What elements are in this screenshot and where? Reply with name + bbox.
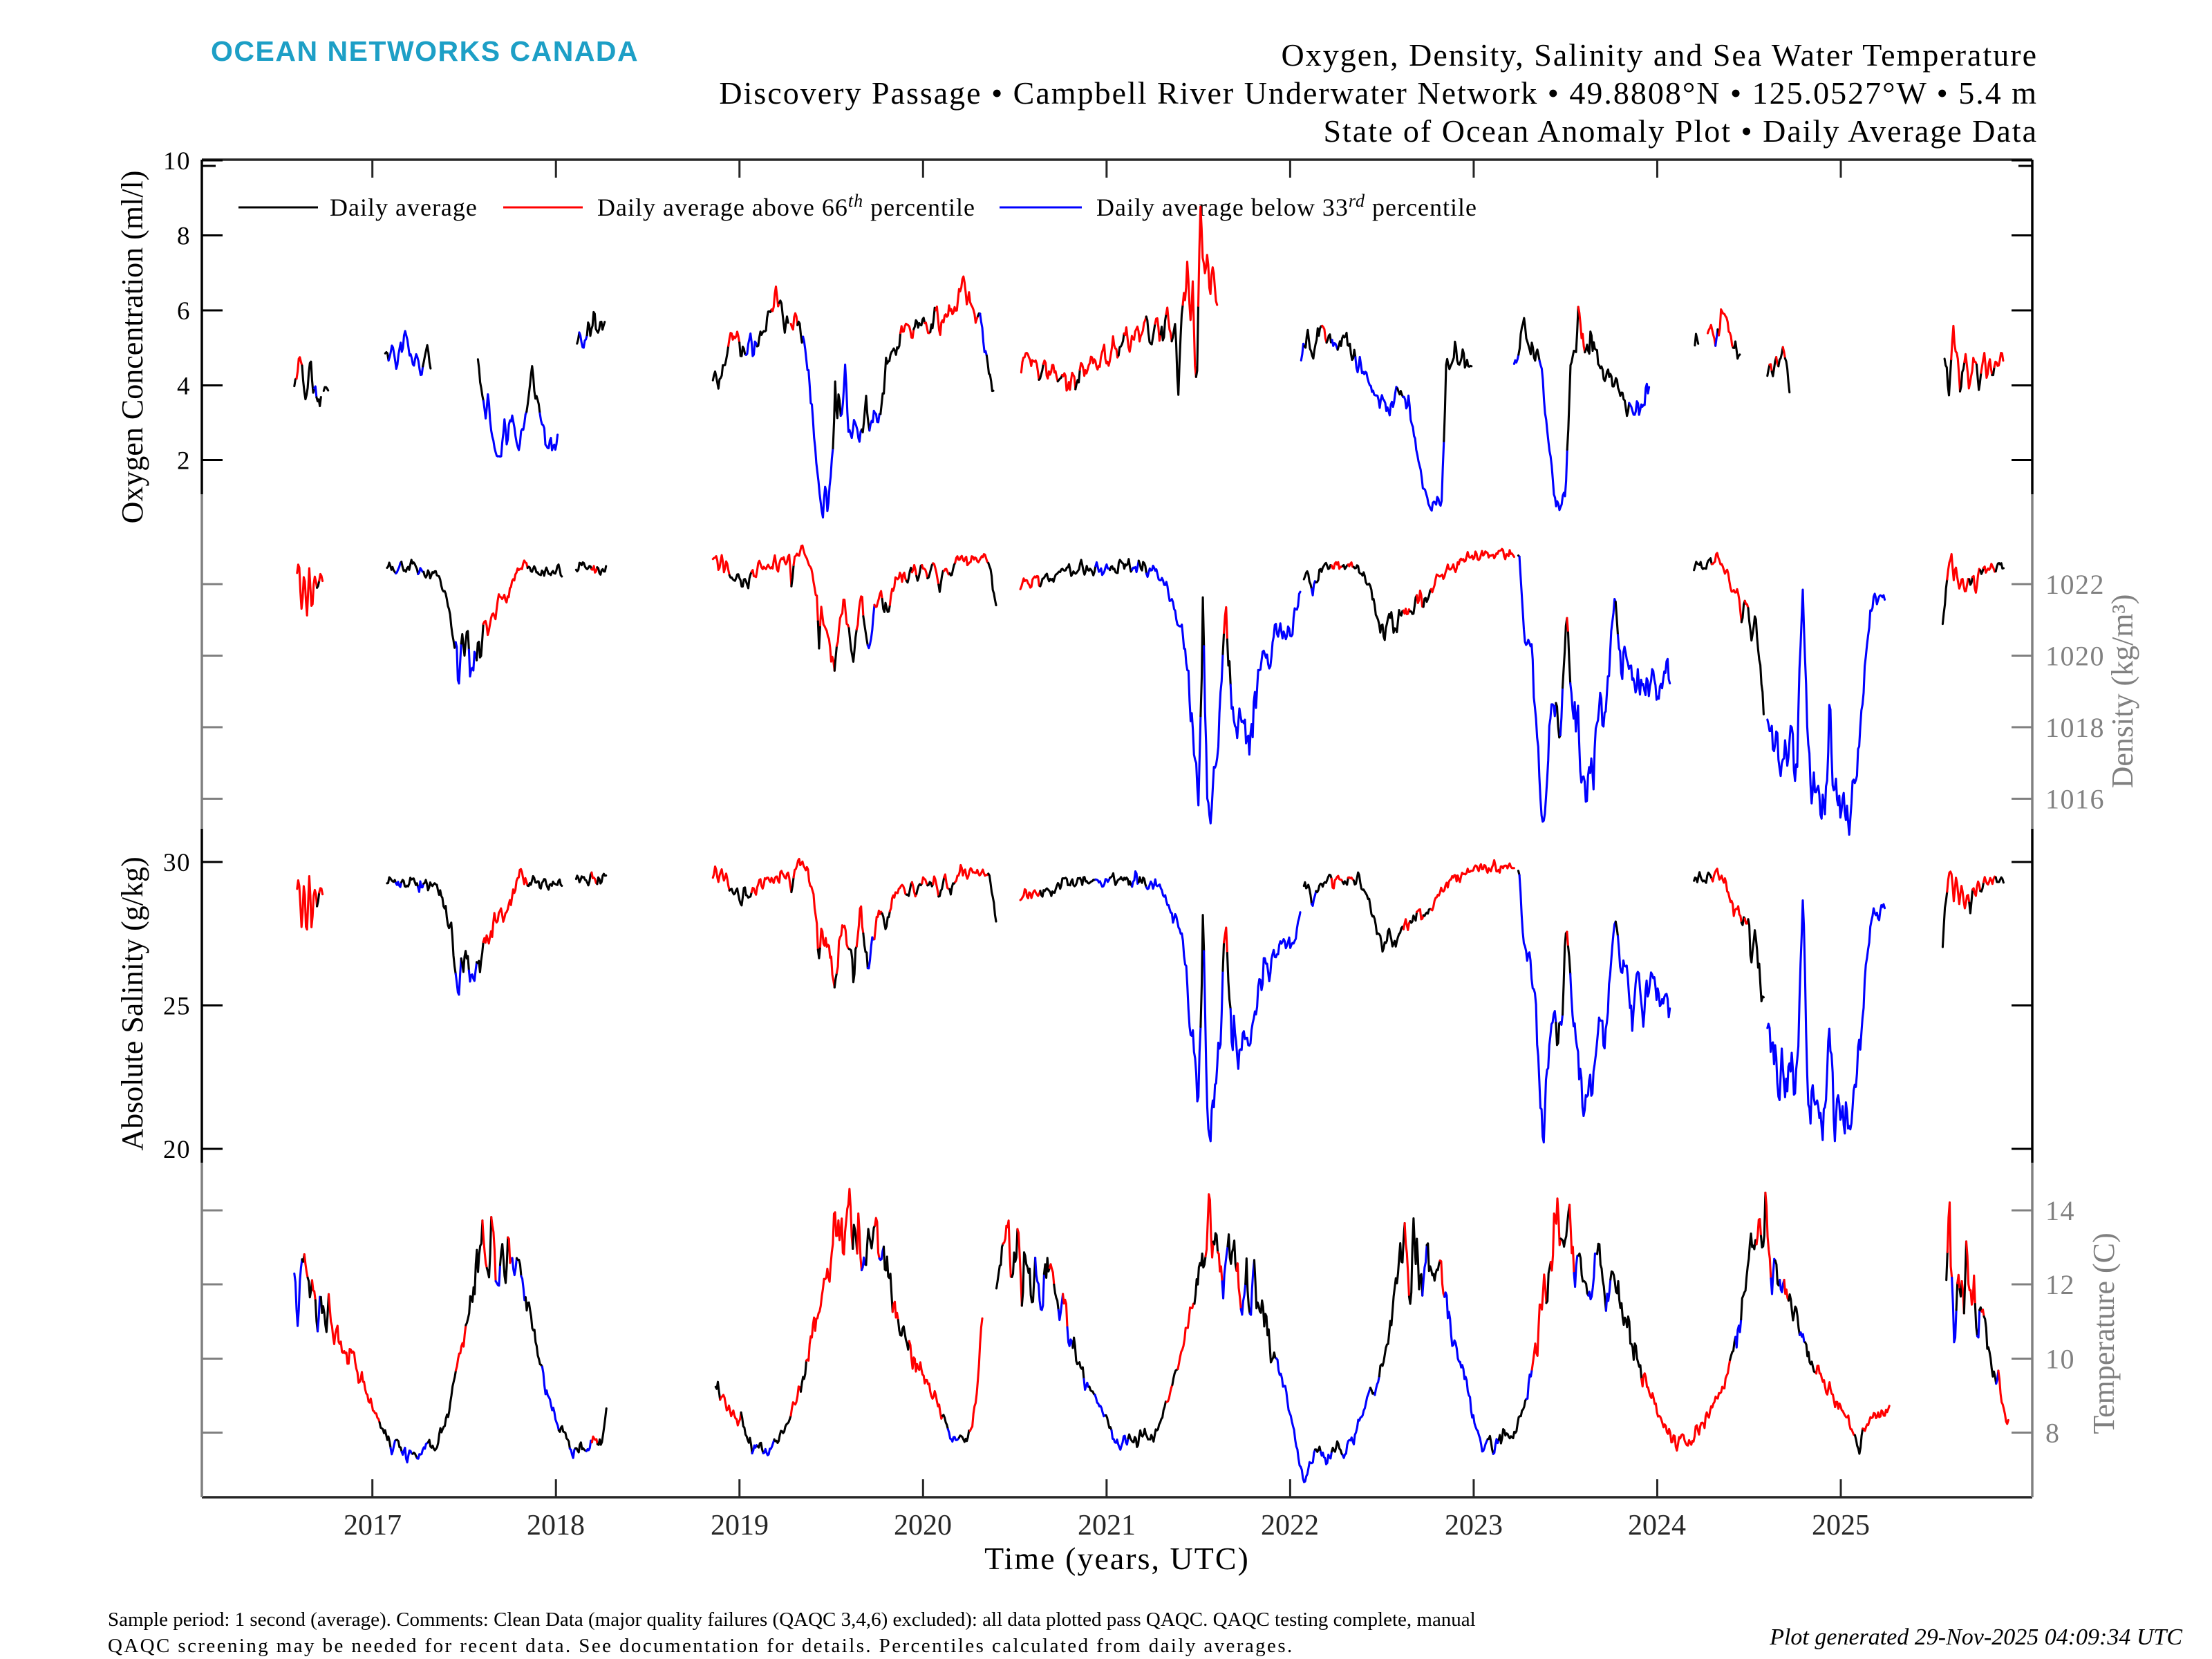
svg-text:State of Ocean Anomaly Plot •: State of Ocean Anomaly Plot • Daily Aver… — [1323, 113, 2038, 149]
svg-text:1018: 1018 — [2045, 712, 2105, 743]
svg-text:6: 6 — [177, 297, 191, 326]
svg-text:Absolute Salinity (g/kg): Absolute Salinity (g/kg) — [115, 856, 149, 1150]
svg-text:20: 20 — [163, 1136, 191, 1164]
svg-text:10: 10 — [163, 147, 191, 176]
svg-text:1020: 1020 — [2045, 641, 2105, 672]
svg-text:Discovery Passage • Campbell R: Discovery Passage • Campbell River Under… — [719, 75, 2038, 111]
svg-text:Oxygen Concentration (ml/l): Oxygen Concentration (ml/l) — [115, 171, 149, 524]
svg-text:Density (kg/m³): Density (kg/m³) — [2106, 594, 2139, 789]
svg-text:2019: 2019 — [711, 1510, 769, 1541]
svg-text:Daily average above 66th perce: Daily average above 66th percentile — [597, 191, 975, 221]
svg-text:Daily average below 33rd perce: Daily average below 33rd percentile — [1096, 191, 1477, 221]
svg-text:2022: 2022 — [1261, 1510, 1319, 1541]
svg-text:1022: 1022 — [2045, 569, 2105, 600]
svg-text:2018: 2018 — [527, 1510, 585, 1541]
svg-text:2: 2 — [177, 447, 191, 476]
svg-text:Plot generated 29-Nov-2025 04:: Plot generated 29-Nov-2025 04:09:34 UTC — [1769, 1624, 2182, 1650]
svg-text:2021: 2021 — [1078, 1510, 1136, 1541]
svg-text:10: 10 — [2045, 1344, 2075, 1375]
svg-text:4: 4 — [177, 373, 191, 401]
svg-text:2017: 2017 — [344, 1510, 402, 1541]
svg-text:OCEAN NETWORKS CANADA: OCEAN NETWORKS CANADA — [211, 35, 639, 67]
svg-text:2023: 2023 — [1445, 1510, 1503, 1541]
svg-text:QAQC screening may be needed f: QAQC screening may be needed for recent … — [108, 1635, 1294, 1657]
svg-text:2020: 2020 — [894, 1510, 952, 1541]
svg-text:Time (years, UTC): Time (years, UTC) — [984, 1541, 1250, 1576]
svg-text:Oxygen, Density, Salinity and: Oxygen, Density, Salinity and Sea Water … — [1282, 37, 2038, 73]
svg-text:8: 8 — [177, 223, 191, 251]
svg-text:Daily average: Daily average — [330, 194, 478, 221]
svg-text:1016: 1016 — [2045, 784, 2105, 815]
svg-text:Temperature (C): Temperature (C) — [2087, 1232, 2121, 1434]
svg-text:2025: 2025 — [1812, 1510, 1870, 1541]
svg-text:30: 30 — [163, 849, 191, 877]
svg-text:Sample period: 1 second (avera: Sample period: 1 second (average). Comme… — [108, 1609, 1476, 1631]
svg-text:25: 25 — [163, 993, 191, 1021]
svg-text:2024: 2024 — [1628, 1510, 1686, 1541]
svg-text:8: 8 — [2045, 1418, 2061, 1449]
svg-text:14: 14 — [2045, 1195, 2075, 1226]
svg-text:12: 12 — [2045, 1269, 2075, 1300]
